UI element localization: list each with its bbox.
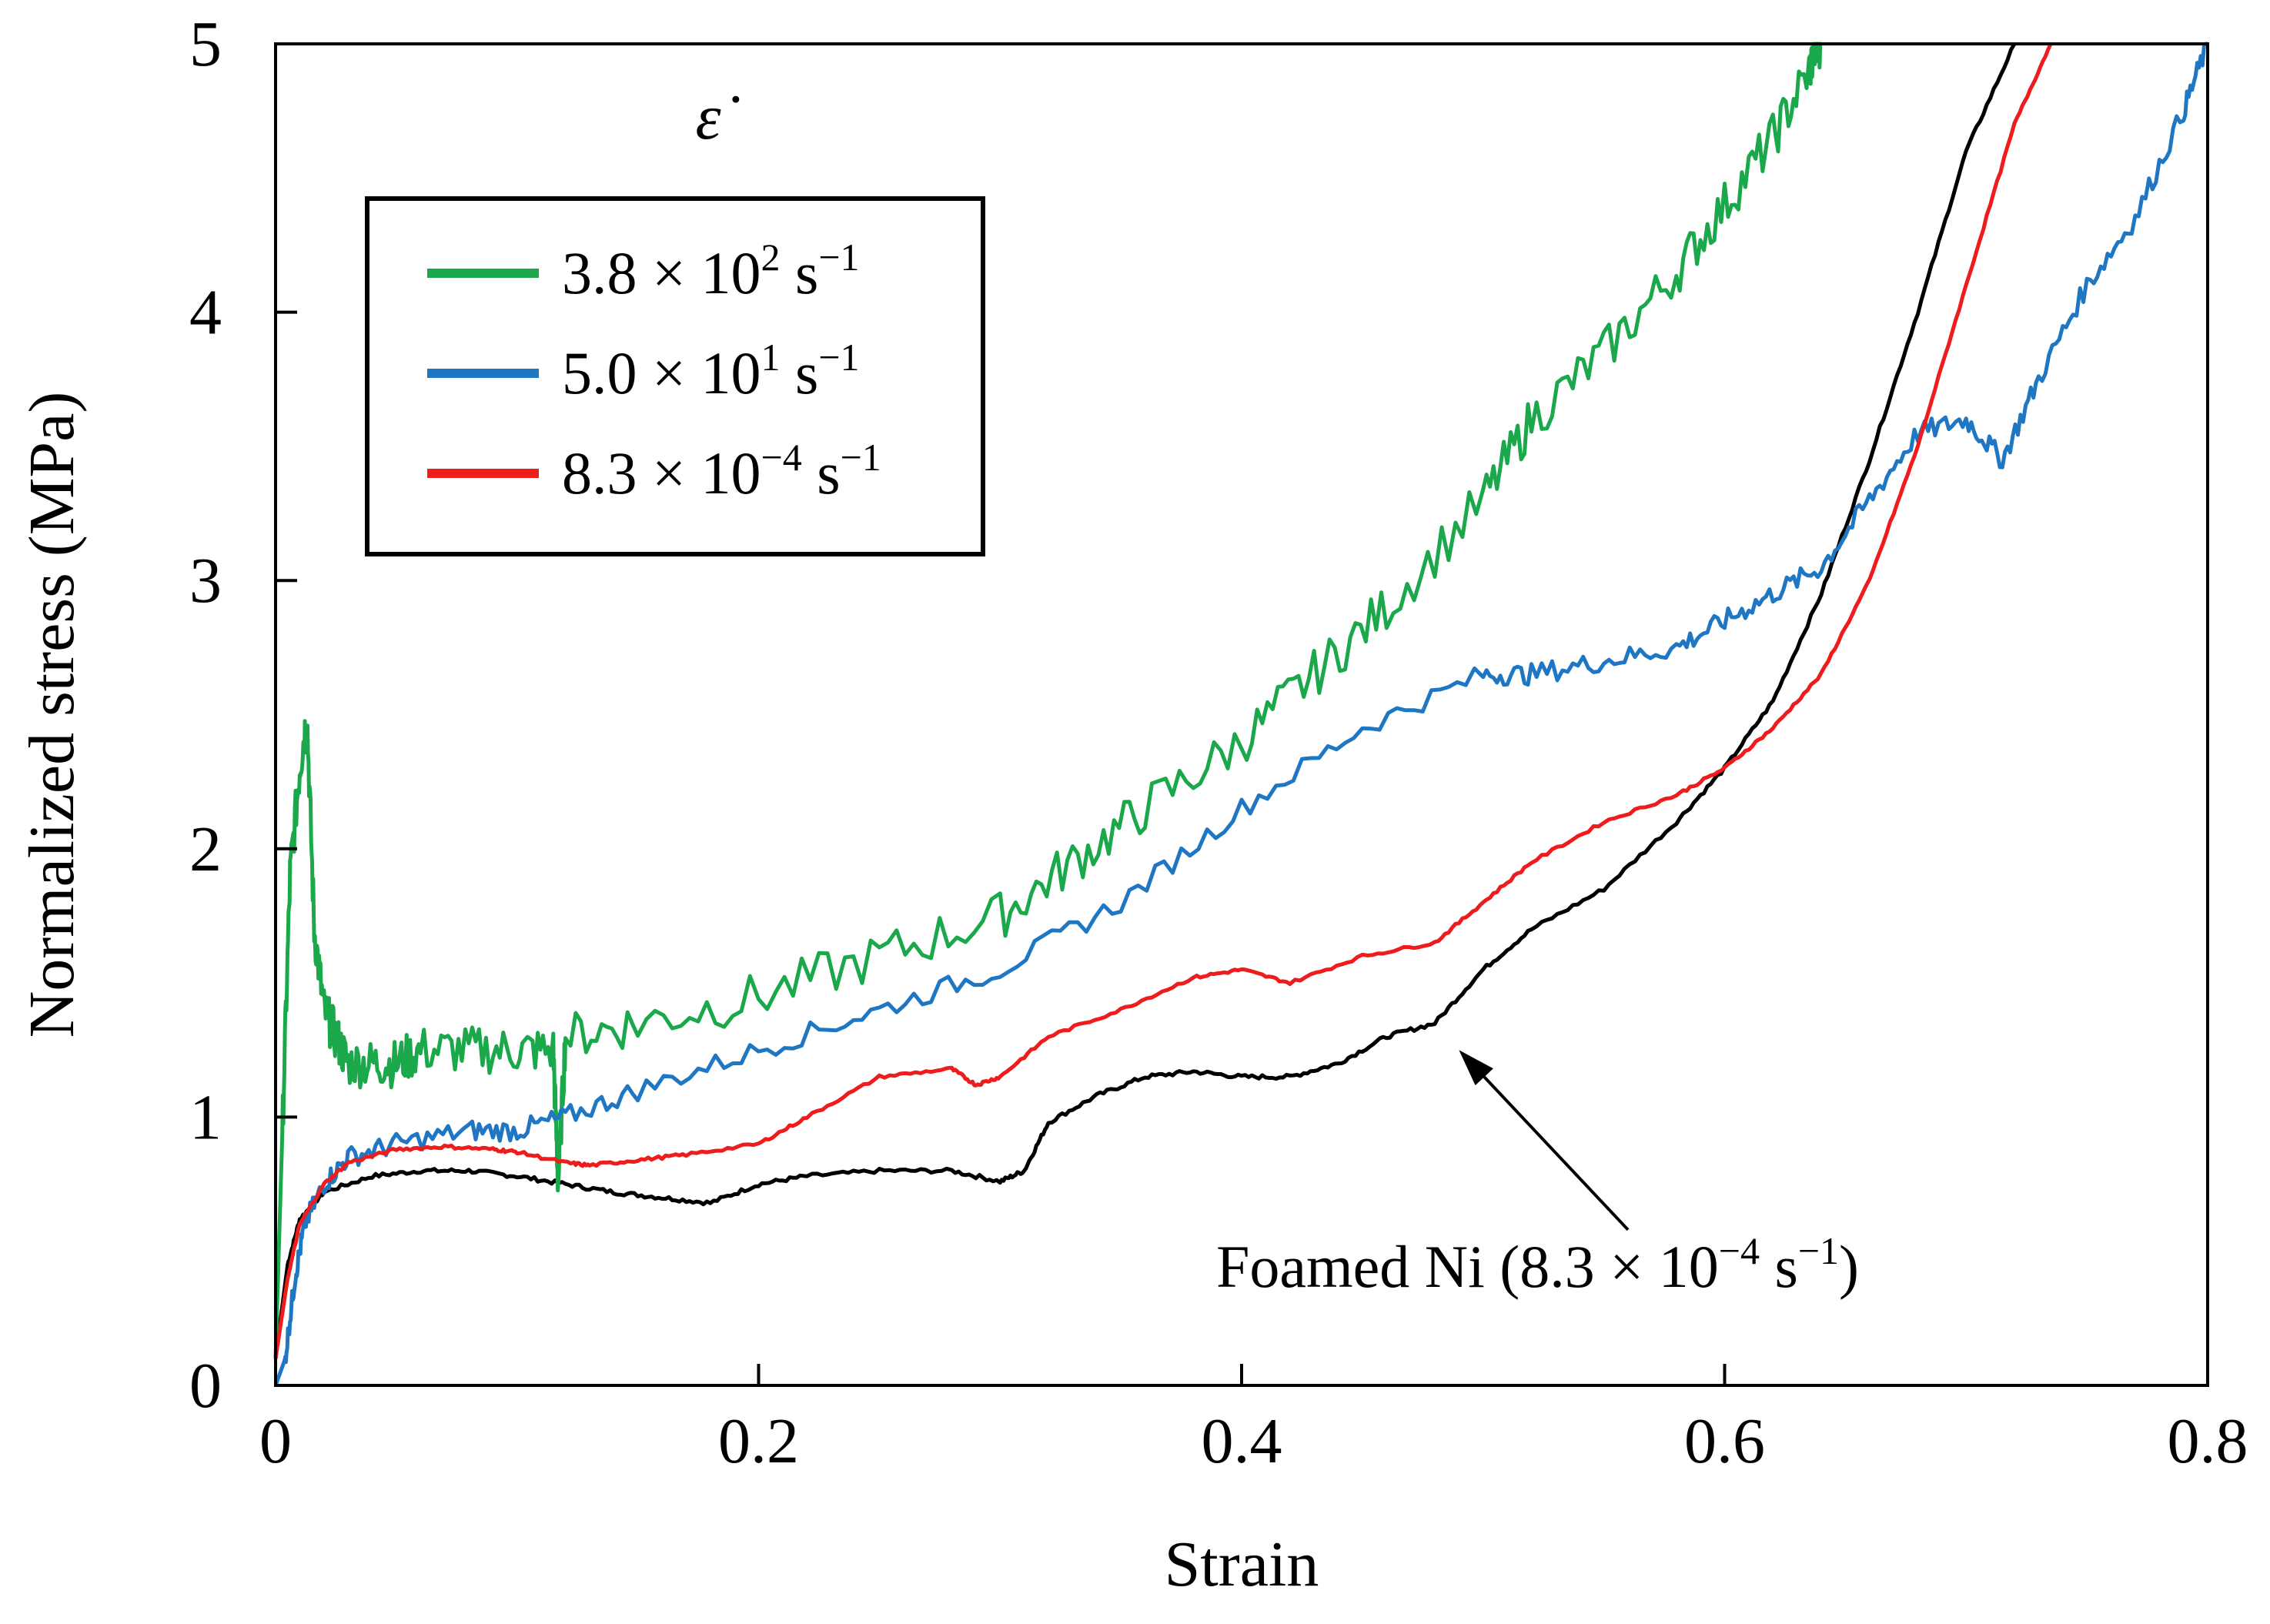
- annotation-text-unit: s: [1760, 1233, 1798, 1300]
- legend-label-part: 1: [761, 336, 781, 379]
- legend-label-part: −1: [818, 236, 859, 279]
- annotation-text-main: Foamed Ni (8.3 × 10: [1216, 1233, 1719, 1300]
- series-line-1: [273, 42, 1824, 1359]
- legend-label-part: 5.0 × 10: [562, 339, 761, 406]
- legend-label-part: s: [802, 439, 841, 506]
- y-tick-label: 0: [189, 1350, 222, 1422]
- legend-label-part: s: [781, 239, 819, 306]
- legend-label-part: −1: [841, 436, 881, 479]
- legend-label-part: 8.3 × 10: [562, 439, 761, 506]
- x-tick-label: 0.6: [1684, 1405, 1765, 1477]
- annotation-arrowhead-icon: [1459, 1050, 1493, 1086]
- x-axis: 0 0.2 0.4 0.6 0.8: [259, 1364, 2248, 1477]
- x-tick-label: 0.4: [1202, 1405, 1282, 1477]
- x-tick-label: 0.2: [718, 1405, 799, 1477]
- x-tick-label: 0.8: [2168, 1405, 2248, 1477]
- y-axis-title: Normalized stress (MPa): [16, 392, 88, 1038]
- legend-label-part: s: [781, 339, 819, 406]
- y-tick-label: 4: [189, 277, 222, 349]
- annotation-label: Foamed Ni (8.3 × 10−4 s−1): [1216, 1229, 1859, 1300]
- legend-label-1: 3.8 × 102 s−1: [562, 236, 860, 306]
- legend-label-part: −1: [818, 336, 859, 379]
- x-tick-label: 0: [259, 1405, 292, 1477]
- legend-label-2: 5.0 × 101 s−1: [562, 336, 860, 406]
- legend-label-3: 8.3 × 10−4 s−1: [562, 436, 881, 506]
- foamed-ni-annotation: Foamed Ni (8.3 × 10−4 s−1): [1216, 1050, 1859, 1300]
- legend: 3.8 × 102 s−15.0 × 101 s−18.3 × 10−4 s−1: [365, 196, 985, 556]
- legend-title-strain-rate: ε̇: [695, 82, 739, 153]
- annotation-text-close: ): [1839, 1233, 1859, 1300]
- series-line-3: [273, 42, 2053, 1359]
- y-tick-label: 5: [189, 8, 222, 80]
- y-tick-label: 1: [189, 1081, 222, 1153]
- series-line-2: [273, 42, 2208, 1386]
- series-line-foamed-ni: [273, 42, 2017, 1359]
- legend-label-part: 2: [761, 236, 781, 279]
- series-layer: [273, 42, 2208, 1386]
- x-axis-title: Strain: [1165, 1529, 1319, 1600]
- annotation-text-exp: −4: [1719, 1229, 1760, 1272]
- legend-label-part: 3.8 × 10: [562, 239, 761, 306]
- annotation-arrow: [1483, 1075, 1630, 1231]
- legend-label-part: −4: [761, 436, 802, 479]
- y-tick-label: 3: [189, 545, 222, 617]
- annotation-text-unit-exp: −1: [1798, 1229, 1839, 1272]
- y-tick-label: 2: [189, 814, 222, 885]
- y-axis: 0 1 2 3 4 5: [189, 8, 297, 1422]
